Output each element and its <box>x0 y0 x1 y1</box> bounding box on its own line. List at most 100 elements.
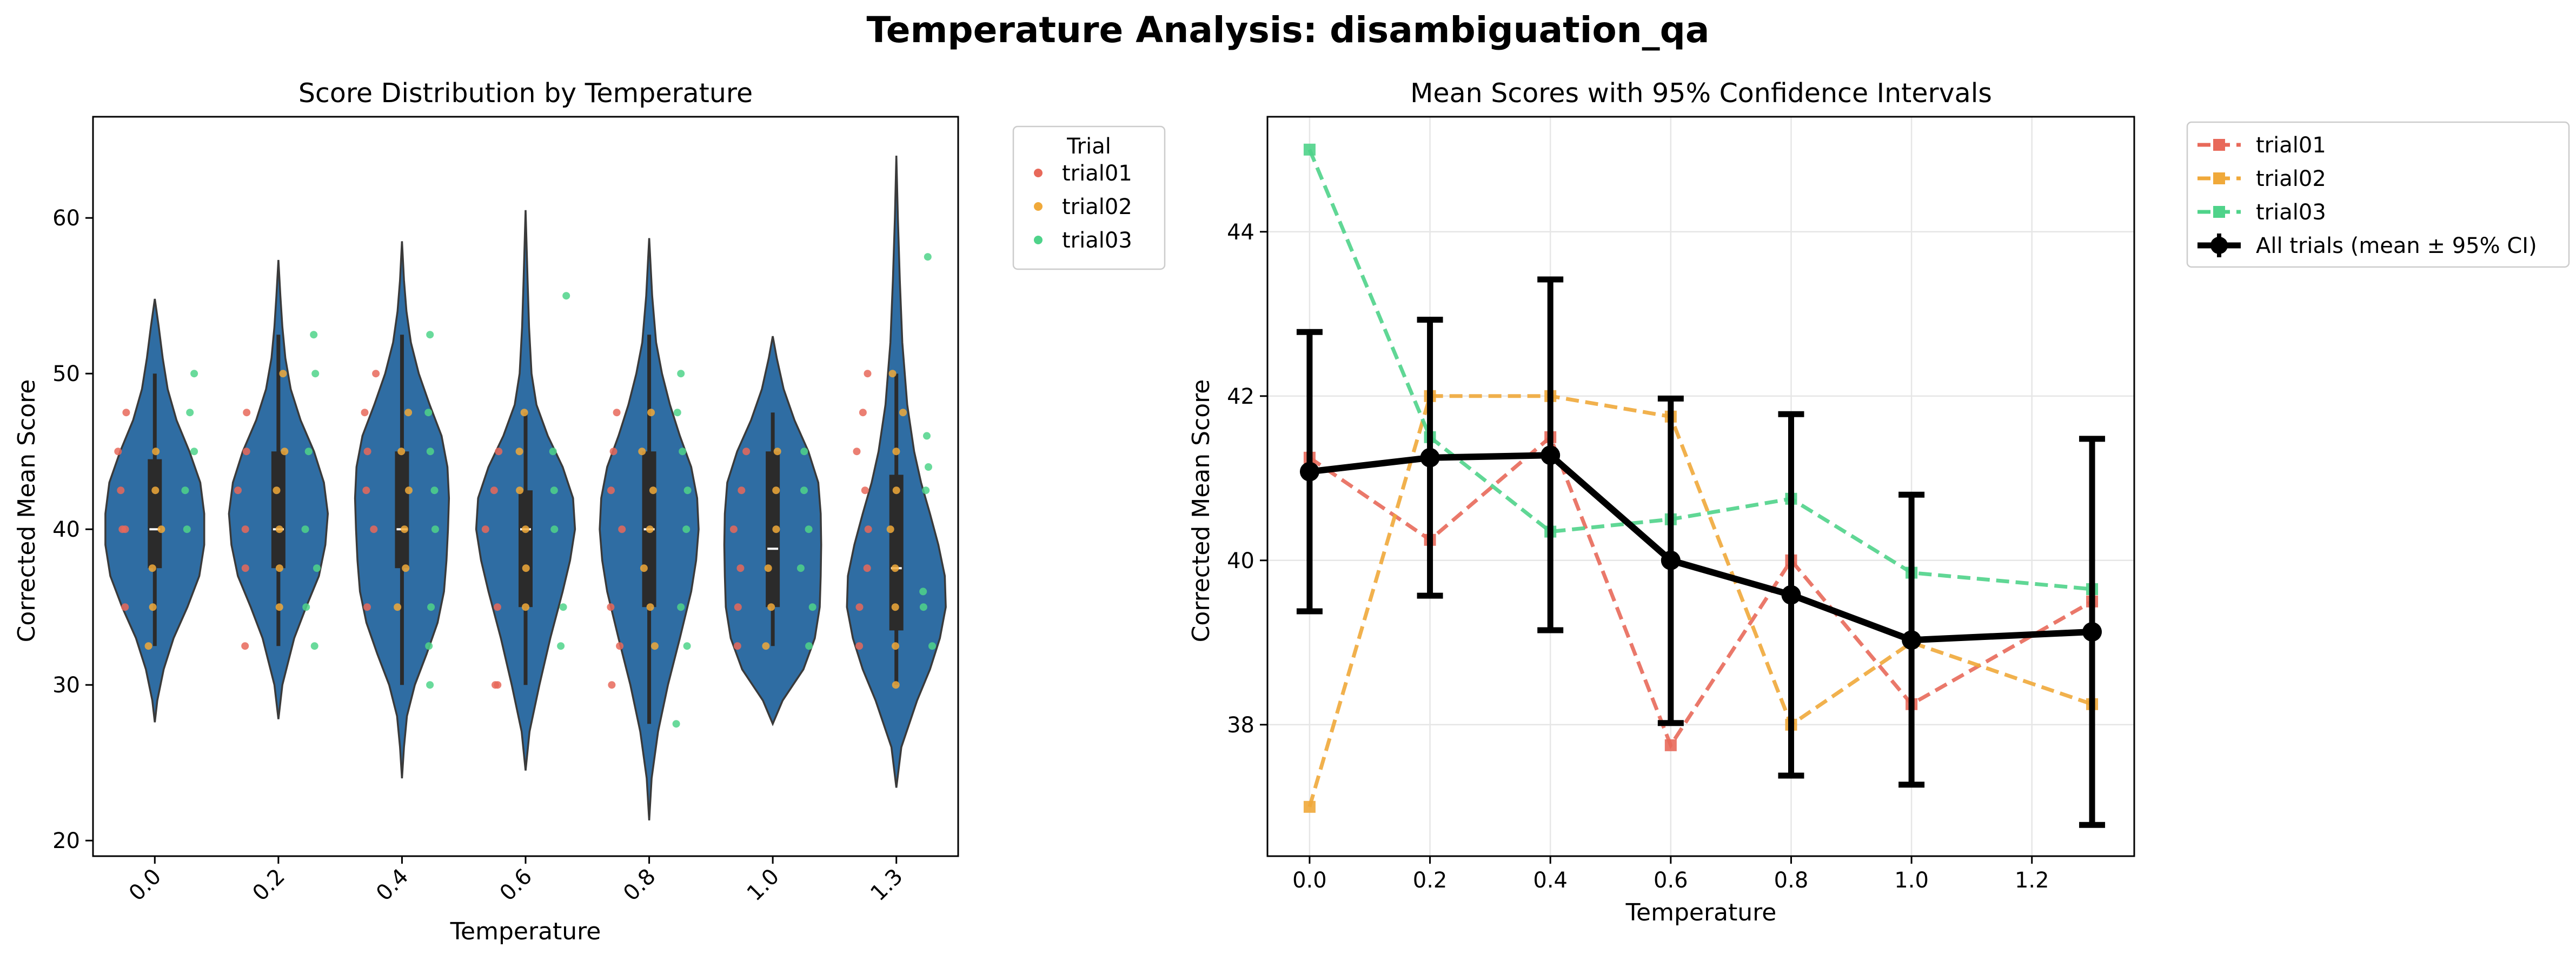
violin-plot-area <box>104 155 947 820</box>
strip-point-trial01 <box>616 642 624 650</box>
strip-point-trial03 <box>562 292 570 300</box>
strip-point-trial02 <box>640 564 648 572</box>
strip-point-trial01 <box>736 564 745 572</box>
strip-point-trial03 <box>550 525 559 533</box>
figure-title: Temperature Analysis: disambiguation_qa <box>867 9 1710 51</box>
strip-point-trial02 <box>892 448 900 456</box>
strip-point-trial03 <box>426 681 434 689</box>
strip-point-trial03 <box>805 642 813 650</box>
strip-point-trial01 <box>495 448 503 456</box>
ci-xtick-label: 0.8 <box>1774 868 1809 893</box>
strip-point-trial03 <box>313 564 321 572</box>
strip-point-trial01 <box>734 603 742 611</box>
strip-point-trial01 <box>855 642 864 650</box>
strip-point-trial03 <box>672 720 680 728</box>
legend-label-trial02: trial02 <box>1062 195 1132 219</box>
ci-ytick-label: 38 <box>1227 713 1254 738</box>
ci-axes-frame <box>1266 116 2135 857</box>
strip-point-trial02 <box>144 642 152 650</box>
ci-title: Mean Scores with 95% Confidence Interval… <box>1410 78 1992 109</box>
strip-point-trial02 <box>402 564 410 572</box>
strip-point-trial03 <box>190 370 198 378</box>
strip-point-trial02 <box>522 603 529 611</box>
ci-xlabel: Temperature <box>1625 899 1777 926</box>
strip-point-trial03 <box>426 331 434 339</box>
strip-point-trial01 <box>121 525 129 533</box>
ci-ytick-label: 40 <box>1227 549 1254 573</box>
strip-point-trial01 <box>362 486 370 495</box>
strip-point-trial03 <box>682 525 691 533</box>
legend-marker-trial01 <box>1034 169 1043 177</box>
strip-point-trial01 <box>859 409 867 417</box>
violin-ytick-label: 20 <box>52 829 80 853</box>
strip-point-trial03 <box>302 603 310 611</box>
strip-point-trial01 <box>114 448 122 456</box>
strip-point-trial03 <box>190 448 198 456</box>
strip-point-trial03 <box>925 463 932 471</box>
strip-point-trial03 <box>427 603 435 611</box>
strip-point-trial01 <box>853 448 861 456</box>
strip-point-trial01 <box>370 525 378 533</box>
strip-point-trial02 <box>516 486 524 495</box>
violin-ytick-label: 30 <box>52 673 80 698</box>
strip-point-trial01 <box>242 448 250 456</box>
strip-point-trial03 <box>923 432 931 440</box>
series-marker-all-trials <box>1661 550 1681 570</box>
strip-point-trial02 <box>521 525 529 533</box>
strip-point-trial02 <box>892 642 899 650</box>
ci-legend[interactable]: trial01 trial02 trial03 All trials (mean ± … <box>2186 121 2570 268</box>
legend-label-series: trial03 <box>2256 200 2326 225</box>
strip-point-trial01 <box>609 448 618 456</box>
violin-ytick-label: 40 <box>52 517 80 542</box>
series-marker-all-trials <box>1902 630 1922 650</box>
series-marker-all-trials <box>2082 622 2102 642</box>
violin-xlabel: Temperature <box>450 918 601 945</box>
ci-xtick-label: 0.6 <box>1654 868 1688 893</box>
legend-marker-all-trials <box>2210 237 2228 254</box>
strip-point-trial03 <box>679 448 687 456</box>
violin-ylabel: Corrected Mean Score <box>13 379 41 643</box>
ci-legend-frame <box>2186 121 2570 268</box>
series-marker-trial03 <box>1303 143 1316 156</box>
strip-point-trial01 <box>117 486 125 495</box>
strip-point-trial03 <box>304 448 313 456</box>
strip-point-trial03 <box>922 486 930 495</box>
strip-point-trial01 <box>241 525 249 533</box>
strip-point-trial02 <box>764 564 772 572</box>
strip-point-trial02 <box>151 486 160 495</box>
strip-point-trial01 <box>363 448 371 456</box>
strip-point-trial02 <box>275 603 283 611</box>
strip-point-trial01 <box>493 603 501 611</box>
violin-iqr-box-0.4 <box>395 451 409 569</box>
series-marker-trial01 <box>1664 739 1677 751</box>
strip-point-trial01 <box>122 409 130 417</box>
violin-legend[interactable]: Trial trial01 trial02 trial03 <box>1012 125 1166 270</box>
legend-marker-trial01 <box>2213 139 2225 151</box>
series-line-all-trials <box>1309 452 2093 644</box>
strip-point-trial01 <box>733 642 741 650</box>
strip-point-trial01 <box>861 486 869 495</box>
strip-point-trial02 <box>891 564 899 572</box>
legend-label-trial01: trial01 <box>1062 161 1132 186</box>
series-marker-all-trials <box>1781 585 1801 605</box>
violin-xtick-label: 1.3 <box>866 864 908 906</box>
strip-point-trial01 <box>372 370 380 378</box>
strip-point-trial02 <box>157 525 165 533</box>
strip-point-trial02 <box>394 603 402 611</box>
strip-point-trial03 <box>424 409 433 417</box>
strip-point-trial01 <box>618 525 626 533</box>
strip-point-trial03 <box>808 603 816 611</box>
strip-point-trial03 <box>186 409 194 417</box>
strip-point-trial03 <box>919 603 927 611</box>
strip-point-trial03 <box>800 448 808 456</box>
strip-point-trial01 <box>613 409 621 417</box>
strip-point-trial03 <box>677 603 685 611</box>
strip-point-trial01 <box>243 409 251 417</box>
strip-point-trial02 <box>401 525 408 533</box>
strip-point-trial03 <box>805 525 813 533</box>
strip-point-trial02 <box>891 603 899 611</box>
strip-point-trial02 <box>772 525 780 533</box>
ci-gridlines <box>1267 117 2134 856</box>
strip-point-trial03 <box>425 642 433 650</box>
violin-xtick-label: 0.4 <box>371 864 414 906</box>
